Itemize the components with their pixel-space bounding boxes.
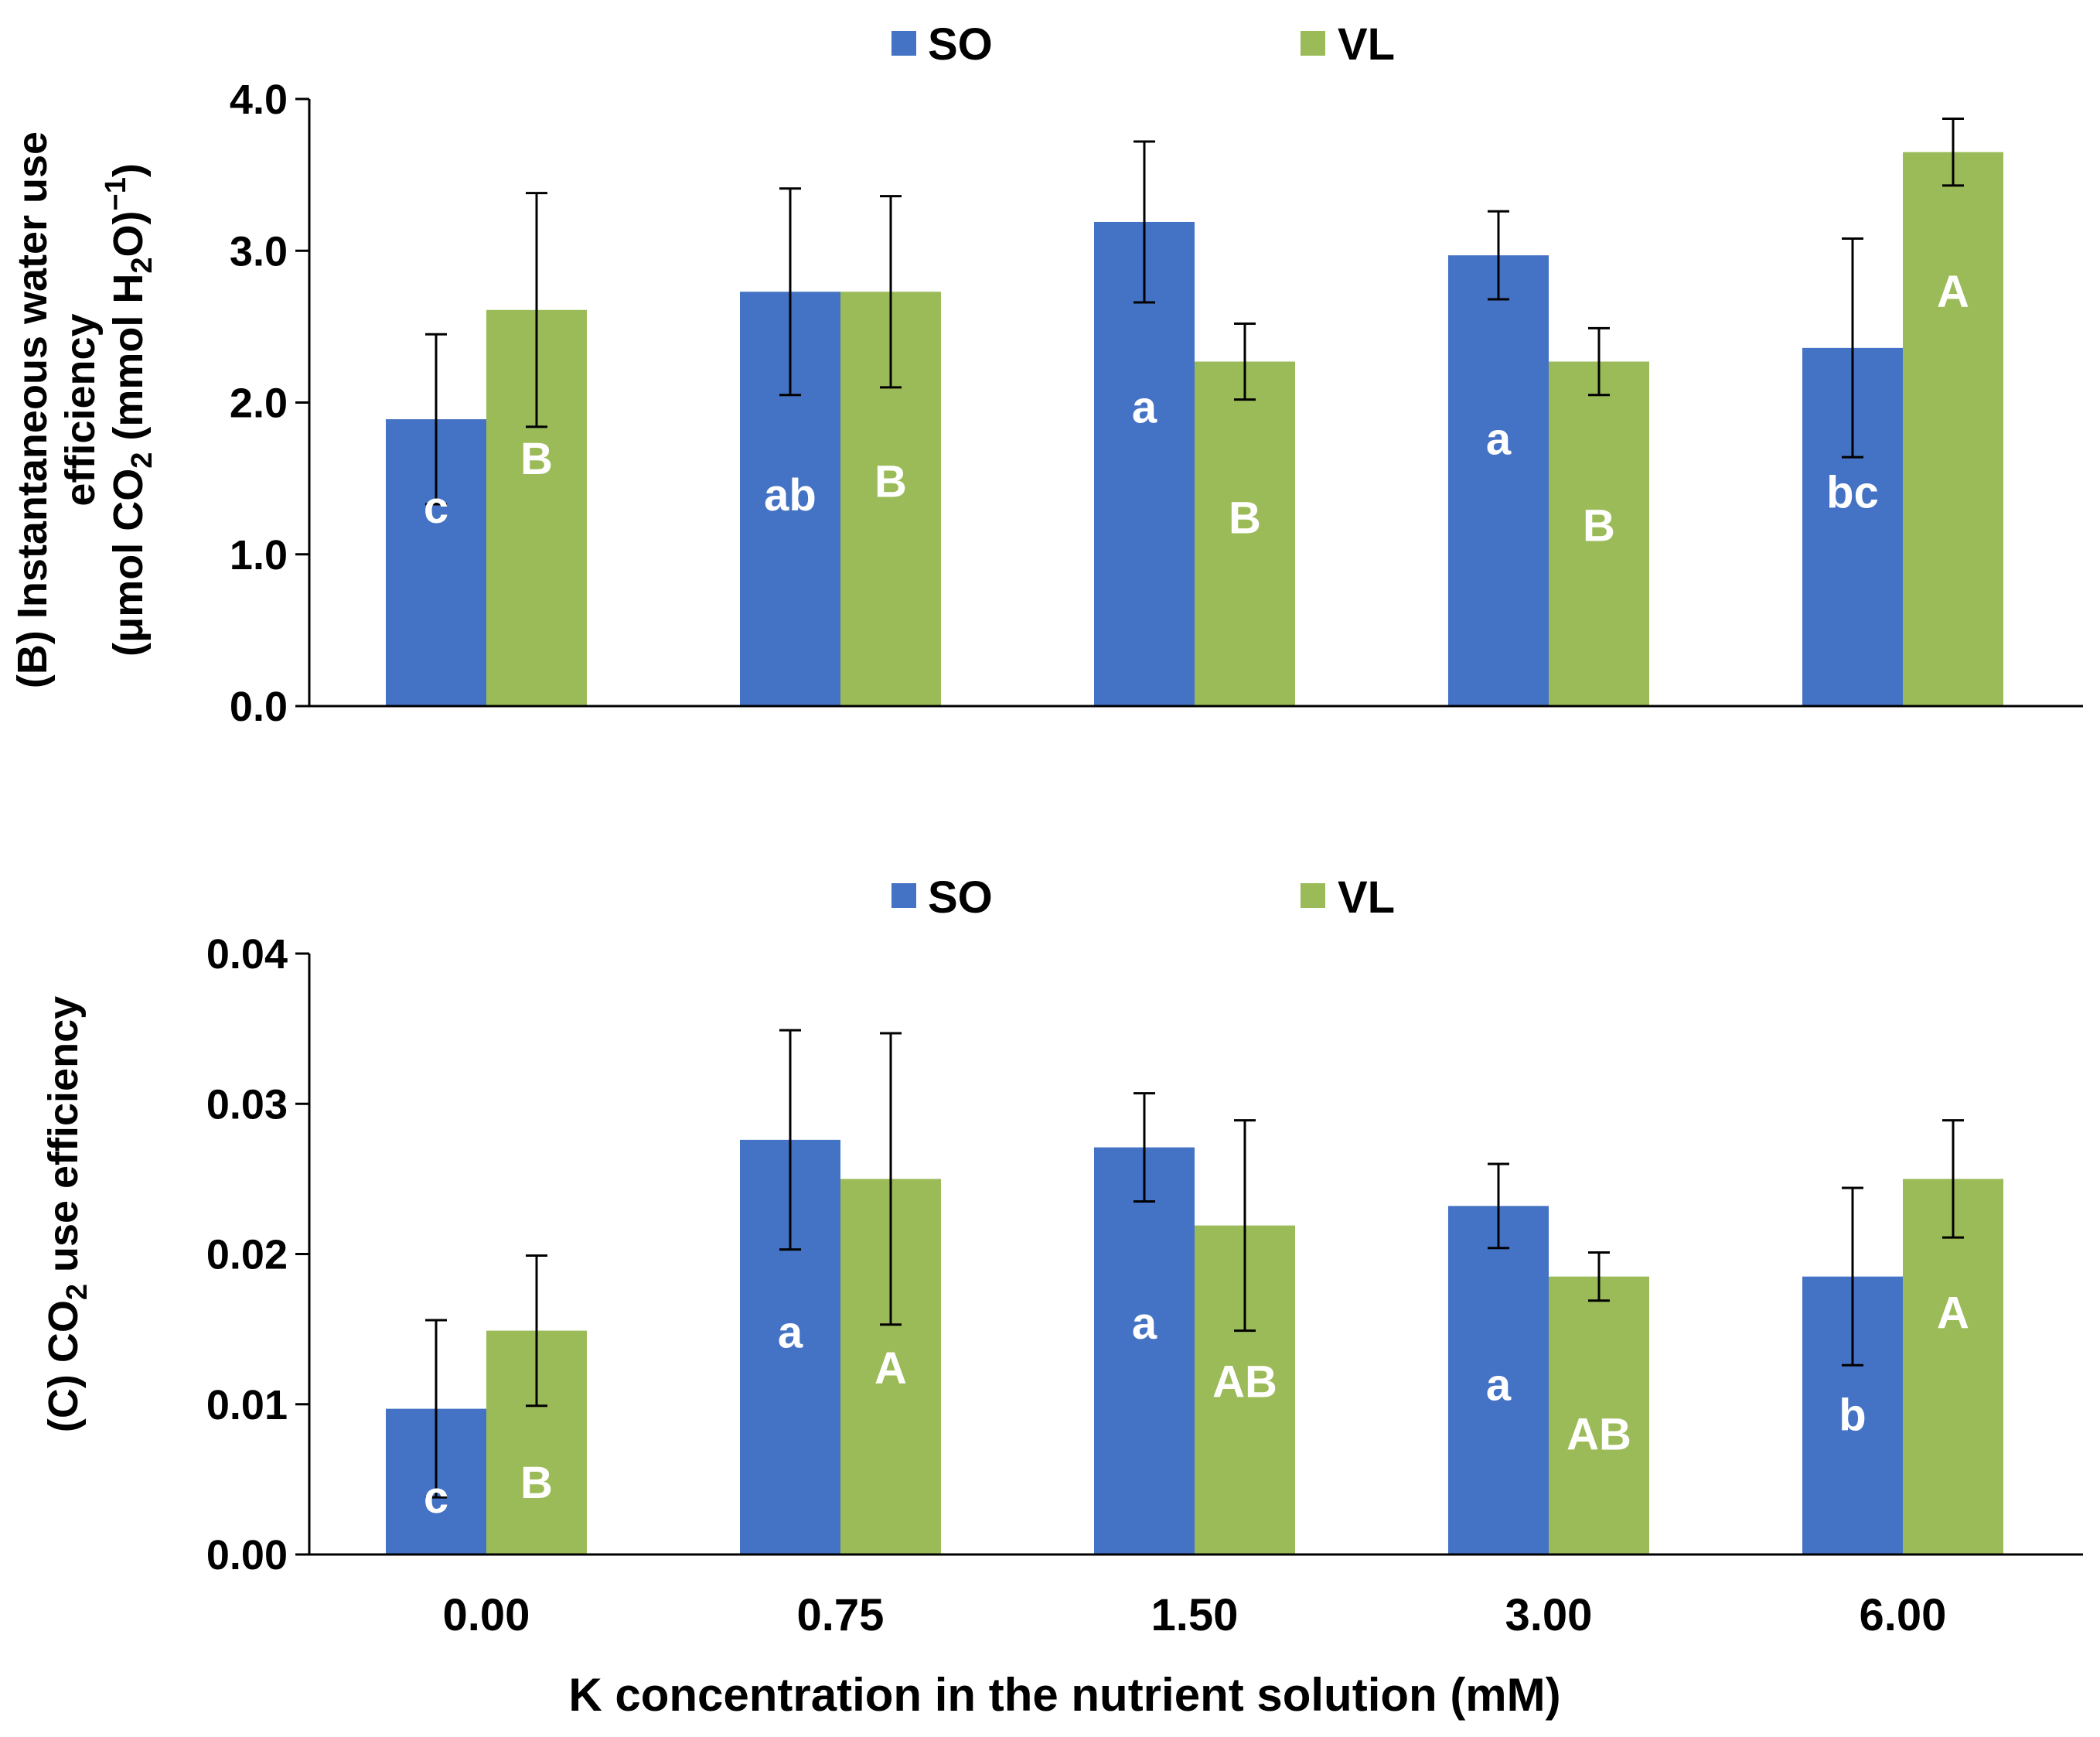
x-tick-label: 3.00 [1505, 1590, 1593, 1640]
legend-swatch-vl [1301, 31, 1325, 56]
bar-vl-4 [1903, 1179, 2003, 1554]
bar-vl-3 [1549, 1276, 1649, 1554]
y-axis-title: (C) CO2 use efficiency [40, 996, 94, 1432]
legend-swatch-vl [1301, 883, 1325, 908]
y-tick-label: 0.00 [206, 1532, 288, 1578]
y-axis-title: (B) Instantaneous water use efficiency (… [9, 131, 159, 688]
y-axis-title-line-1: (B) Instantaneous water use [9, 131, 56, 688]
y-tick-label: 4.0 [230, 77, 288, 123]
bar-label-so-0: c [424, 1473, 448, 1523]
legend-label-vl: VL [1338, 872, 1395, 923]
bar-label-vl-1: A [874, 1343, 907, 1394]
bar-label-so-4: bc [1826, 467, 1879, 517]
bar-label-so-4: b [1839, 1390, 1866, 1440]
y-axis-ticks: 0.0 1.0 2.0 3.0 4.0 [230, 77, 309, 730]
bar-vl-3 [1549, 361, 1649, 706]
bar-label-vl-2: AB [1212, 1357, 1277, 1408]
bar-vl-4 [1903, 152, 2003, 706]
legend-swatch-so [891, 883, 916, 908]
bar-label-vl-0: B [520, 434, 553, 484]
bar-label-vl-0: B [520, 1458, 553, 1508]
legend: SO VL [891, 872, 1395, 923]
x-axis-title: K concentration in the nutrient solution… [568, 1669, 1560, 1721]
legend-label-so: SO [928, 872, 993, 923]
bar-label-vl-3: B [1583, 500, 1615, 551]
bar-label-so-1: a [778, 1308, 803, 1358]
y-axis-title-line-3: (μmol CO2 (mmol H2O)−1) [100, 163, 159, 657]
y-tick-label: 0.04 [206, 931, 288, 978]
bar-so-3 [1448, 255, 1549, 706]
x-tick-label: 1.50 [1151, 1590, 1239, 1640]
legend-swatch-so [891, 31, 916, 56]
y-tick-label: 1.0 [230, 532, 288, 578]
y-tick-label: 0.03 [206, 1081, 288, 1128]
y-axis-ticks: 0.00 0.01 0.02 0.03 0.04 [206, 931, 309, 1578]
significance-labels: c Bab Ba Ba Bbc A [424, 267, 1969, 551]
error-bars [425, 1029, 1964, 1499]
bar-label-vl-3: AB [1566, 1410, 1631, 1460]
y-tick-label: 0.02 [206, 1232, 288, 1278]
bar-label-vl-2: B [1229, 493, 1261, 544]
bar-label-so-3: a [1486, 415, 1512, 465]
legend-label-so: SO [928, 19, 993, 70]
bars [386, 152, 2003, 707]
x-axis-ticks: 0.00 0.75 1.50 3.00 6.00 [443, 1590, 1947, 1640]
y-tick-label: 3.0 [230, 228, 288, 275]
legend: SO VL [891, 19, 1395, 70]
bar-label-so-1: ab [764, 470, 816, 520]
bars [386, 1139, 2003, 1554]
error-bars [425, 118, 1964, 506]
y-axis-title-text: (C) CO2 use efficiency [40, 996, 94, 1432]
bar-label-vl-4: A [1937, 1288, 1969, 1338]
bar-label-so-2: a [1132, 1298, 1157, 1349]
bar-so-3 [1448, 1206, 1549, 1554]
panel-c-chart: SO VL (C) CO2 use efficiency 0.000.010.0… [40, 872, 2083, 1721]
bar-label-vl-1: B [874, 457, 907, 507]
y-axis-title-line-2: efficiency [57, 313, 104, 506]
x-tick-label: 6.00 [1860, 1590, 1947, 1640]
y-tick-label: 0.01 [206, 1382, 288, 1428]
bar-label-so-0: c [424, 483, 448, 533]
y-tick-label: 0.0 [230, 684, 288, 730]
panel-b-chart: SO VL (B) Instantaneous water use effici… [9, 19, 2083, 730]
bar-label-so-2: a [1132, 382, 1157, 432]
x-tick-label: 0.00 [443, 1590, 530, 1640]
y-tick-label: 2.0 [230, 381, 288, 427]
legend-label-vl: VL [1338, 19, 1395, 70]
bar-vl-2 [1195, 361, 1295, 706]
x-tick-label: 0.75 [797, 1590, 885, 1640]
bar-label-so-3: a [1486, 1360, 1512, 1410]
significance-labels: c Ba Aa AB a AB b A [424, 1288, 1969, 1523]
bar-so-2 [1094, 1147, 1195, 1554]
bar-label-vl-4: A [1937, 267, 1969, 317]
